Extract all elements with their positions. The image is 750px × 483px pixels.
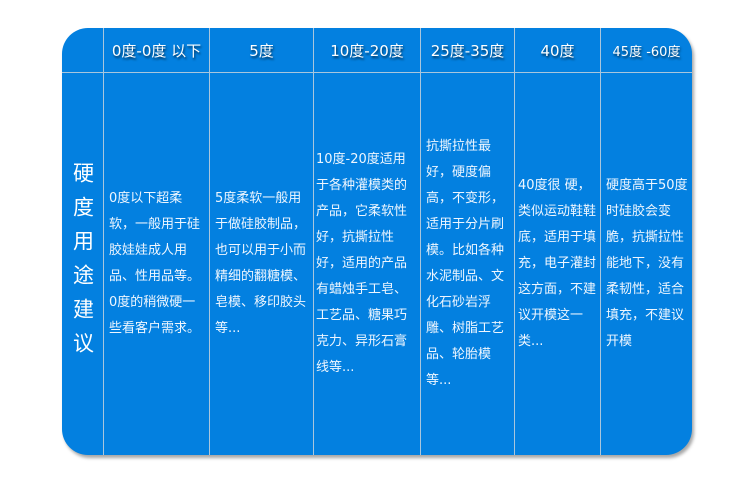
header-divider xyxy=(62,72,692,73)
body-cell: 0度以下超柔软，一般用于硅胶娃娃成人用品、性用品等。0度的稍微硬一些看客户需求。 xyxy=(104,73,209,455)
header-cell: 25度-35度 xyxy=(430,41,505,60)
header-cell: 40度 xyxy=(540,41,575,60)
header-cell: 10度-20度 xyxy=(330,41,404,60)
cell-text: 抗撕拉性最好，硬度偏高，不变形，适用于分片刷模。比如各种水泥制品、文化石砂岩浮雕… xyxy=(426,139,505,388)
column-divider xyxy=(420,28,421,455)
column-divider xyxy=(103,28,104,455)
column-divider xyxy=(209,28,210,455)
cell-text: 5度柔软一般用于做硅胶制品，也可以用于小而精细的翻糖模、皂模、移印胶头等... xyxy=(215,191,307,336)
cell-text: 硬度高于50度时硅胶会变脆，抗撕拉性能地下，没有柔韧性，适合填充，不建议开模 xyxy=(606,178,688,349)
body-cell: 5度柔软一般用于做硅胶制品，也可以用于小而精细的翻糖模、皂模、移印胶头等... xyxy=(210,73,313,455)
body-cell: 40度很 硬，类似运动鞋鞋底，适用于填充，电子灌封这方面，不建议开模这一类... xyxy=(515,73,600,455)
row-label-text: 硬度用途建议 xyxy=(70,162,95,366)
header-cell: 0度-0度 以下 xyxy=(111,41,202,60)
body-cell: 抗撕拉性最好，硬度偏高，不变形，适用于分片刷模。比如各种水泥制品、文化石砂岩浮雕… xyxy=(421,73,514,455)
body-cell: 10度-20度适用于各种灌模类的 产品，它柔软性好，抗撕拉性好，适用的产品有蜡烛… xyxy=(314,73,420,455)
silicone-hardness-table: 0度-0度 以下 5度 10度-20度 25度-35度 40度 45度 -60度… xyxy=(62,28,692,455)
cell-text: 0度以下超柔软，一般用于硅胶娃娃成人用品、性用品等。0度的稍微硬一些看客户需求。 xyxy=(109,191,201,336)
row-label: 硬度用途建议 xyxy=(62,73,103,455)
column-divider xyxy=(600,28,601,455)
column-divider xyxy=(514,28,515,455)
header-cell: 5度 xyxy=(249,41,274,60)
body-cell: 硬度高于50度时硅胶会变脆，抗撕拉性能地下，没有柔韧性，适合填充，不建议开模 xyxy=(601,73,692,455)
cell-text: 10度-20度适用于各种灌模类的 产品，它柔软性好，抗撕拉性好，适用的产品有蜡烛… xyxy=(316,152,408,375)
cell-text: 40度很 硬，类似运动鞋鞋底，适用于填充，电子灌封这方面，不建议开模这一类... xyxy=(518,178,597,349)
header-cell: 45度 -60度 xyxy=(612,44,681,60)
column-divider xyxy=(313,28,314,455)
